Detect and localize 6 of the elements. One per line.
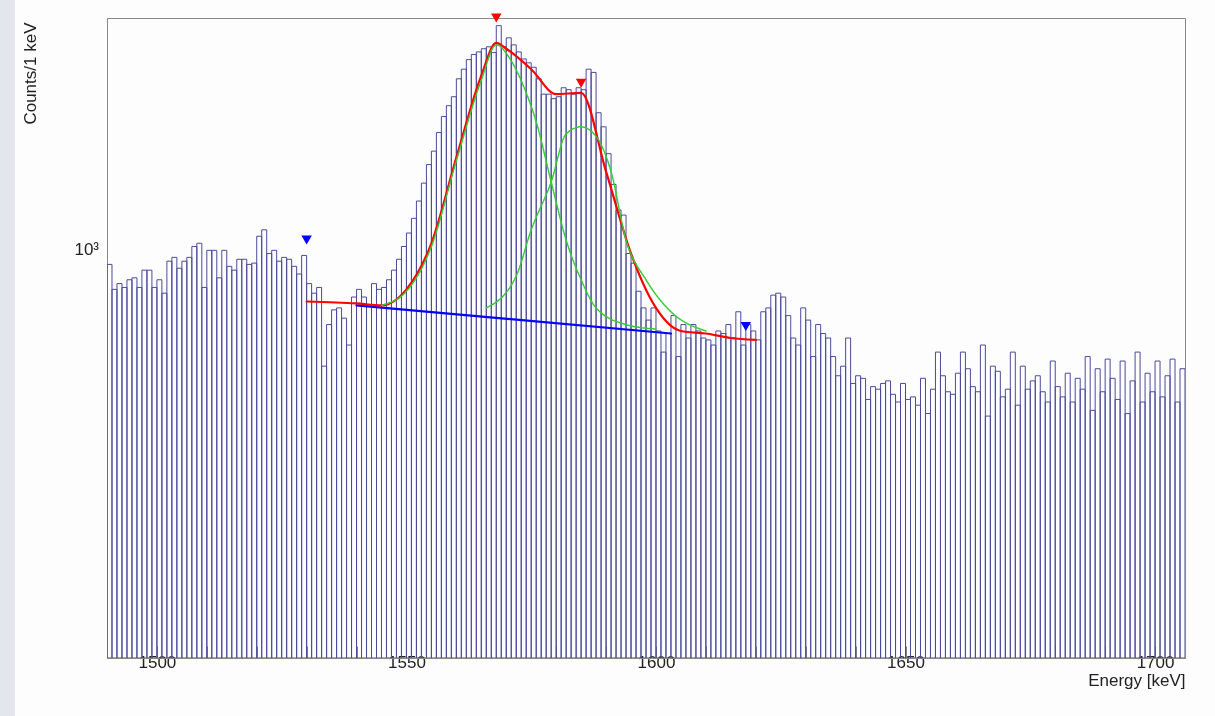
point — [740, 321, 752, 332]
point — [491, 13, 502, 23]
text: 10³ — [74, 240, 100, 259]
y-axis-title: Counts/1 keV — [20, 21, 40, 125]
point — [575, 78, 587, 88]
x-axis-title: Energy [keV] — [1088, 670, 1186, 690]
